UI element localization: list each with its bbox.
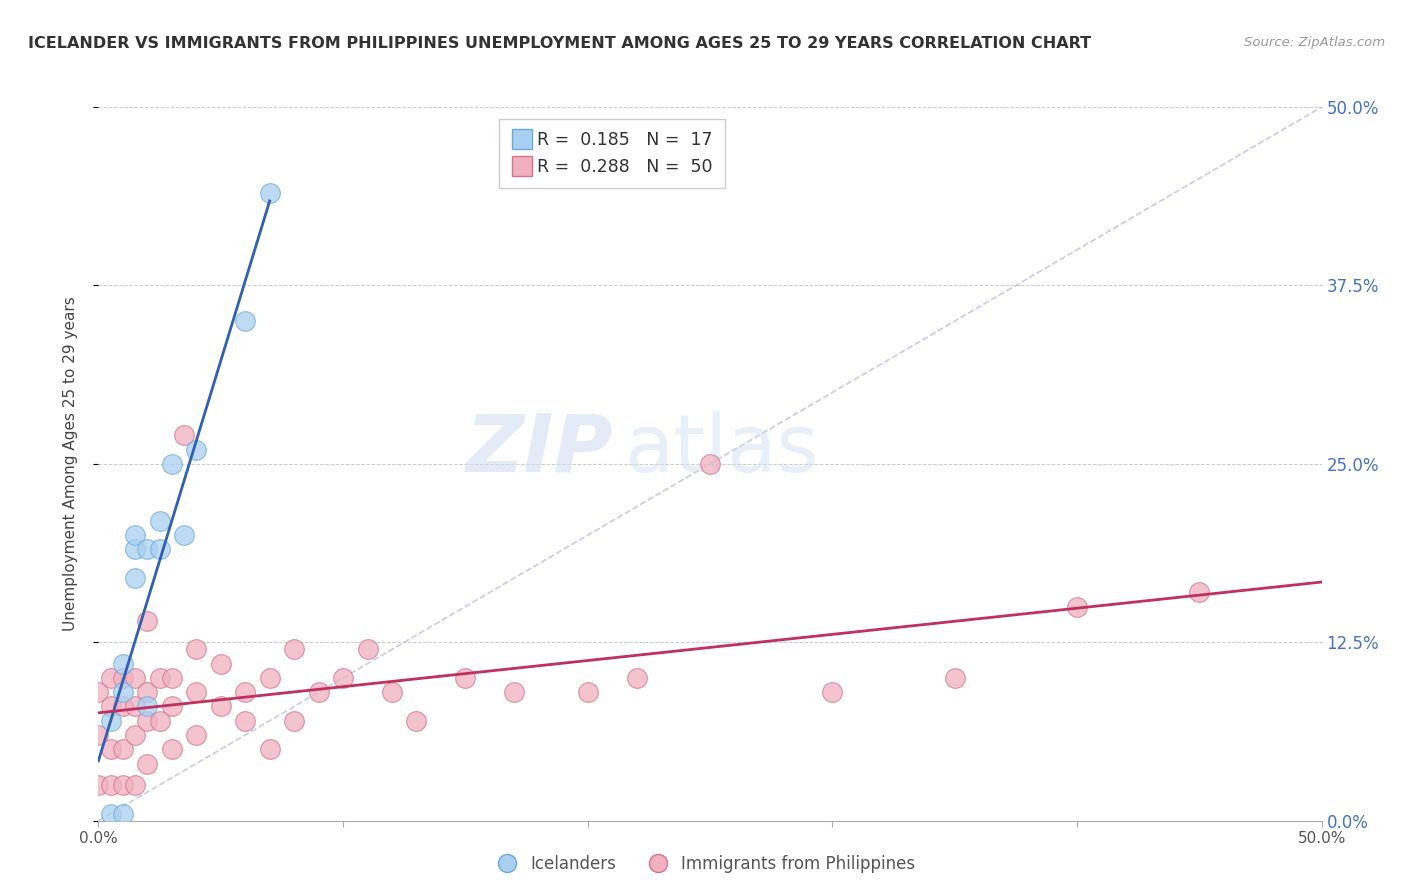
Point bbox=[233, 685, 256, 699]
Point bbox=[186, 685, 208, 699]
Point bbox=[699, 457, 721, 471]
Point bbox=[356, 642, 378, 657]
Point bbox=[124, 528, 146, 542]
Point bbox=[626, 671, 648, 685]
Point bbox=[1066, 599, 1088, 614]
Point bbox=[186, 642, 208, 657]
Point bbox=[136, 542, 159, 557]
Point bbox=[381, 685, 404, 699]
Point bbox=[332, 671, 354, 685]
Point bbox=[100, 699, 122, 714]
Point bbox=[149, 514, 172, 528]
Point bbox=[136, 714, 159, 728]
Point bbox=[136, 685, 159, 699]
Point bbox=[233, 714, 256, 728]
Text: ICELANDER VS IMMIGRANTS FROM PHILIPPINES UNEMPLOYMENT AMONG AGES 25 TO 29 YEARS : ICELANDER VS IMMIGRANTS FROM PHILIPPINES… bbox=[28, 36, 1091, 51]
Point bbox=[259, 671, 281, 685]
Point bbox=[259, 742, 281, 756]
Point bbox=[209, 657, 232, 671]
Point bbox=[100, 742, 122, 756]
Point bbox=[405, 714, 427, 728]
Point bbox=[124, 671, 146, 685]
Point bbox=[503, 685, 526, 699]
Point bbox=[124, 728, 146, 742]
Point bbox=[821, 685, 844, 699]
Point bbox=[943, 671, 966, 685]
Point bbox=[173, 528, 195, 542]
Point bbox=[111, 657, 134, 671]
Point bbox=[149, 671, 172, 685]
Point bbox=[87, 778, 110, 792]
Point bbox=[283, 714, 305, 728]
Point bbox=[160, 699, 183, 714]
Point bbox=[124, 571, 146, 585]
Point bbox=[136, 699, 159, 714]
Point bbox=[576, 685, 599, 699]
Point bbox=[160, 457, 183, 471]
Point bbox=[149, 714, 172, 728]
Point bbox=[100, 806, 122, 821]
Point bbox=[186, 442, 208, 457]
Point bbox=[124, 699, 146, 714]
Point bbox=[111, 671, 134, 685]
Point bbox=[1188, 585, 1211, 599]
Point bbox=[173, 428, 195, 442]
Point bbox=[111, 699, 134, 714]
Text: atlas: atlas bbox=[624, 410, 818, 489]
Point bbox=[160, 671, 183, 685]
Y-axis label: Unemployment Among Ages 25 to 29 years: Unemployment Among Ages 25 to 29 years bbox=[63, 296, 77, 632]
Point bbox=[100, 714, 122, 728]
Point bbox=[149, 542, 172, 557]
Legend: R =  0.185   N =  17, R =  0.288   N =  50: R = 0.185 N = 17, R = 0.288 N = 50 bbox=[499, 120, 725, 188]
Point bbox=[111, 778, 134, 792]
Point bbox=[111, 742, 134, 756]
Point bbox=[136, 756, 159, 771]
Point bbox=[209, 699, 232, 714]
Point bbox=[186, 728, 208, 742]
Point bbox=[111, 685, 134, 699]
Point bbox=[136, 614, 159, 628]
Point bbox=[233, 314, 256, 328]
Text: ZIP: ZIP bbox=[465, 410, 612, 489]
Point bbox=[100, 671, 122, 685]
Point bbox=[308, 685, 330, 699]
Point bbox=[454, 671, 477, 685]
Point bbox=[283, 642, 305, 657]
Point bbox=[87, 685, 110, 699]
Point bbox=[87, 728, 110, 742]
Point bbox=[160, 742, 183, 756]
Point bbox=[124, 542, 146, 557]
Point bbox=[259, 186, 281, 200]
Point bbox=[100, 778, 122, 792]
Point bbox=[124, 778, 146, 792]
Text: Source: ZipAtlas.com: Source: ZipAtlas.com bbox=[1244, 36, 1385, 49]
Point bbox=[111, 806, 134, 821]
Legend: Icelanders, Immigrants from Philippines: Icelanders, Immigrants from Philippines bbox=[484, 848, 922, 880]
